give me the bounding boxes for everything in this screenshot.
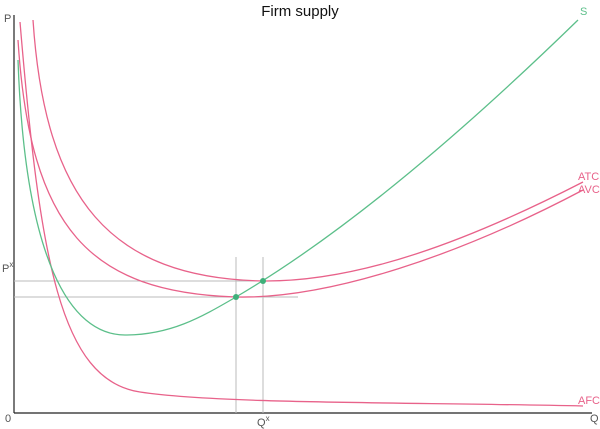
title: Firm supply: [261, 3, 339, 20]
curve-label: ATC: [578, 171, 599, 183]
curve-label: AVC: [578, 184, 600, 196]
quantity-label: Qx: [257, 414, 270, 429]
price-base: P: [2, 263, 9, 275]
avc-curve: [17, 39, 584, 298]
price-sup: x: [9, 260, 13, 269]
intersection-point: [260, 278, 266, 284]
curve-label: S: [580, 6, 587, 18]
curve-label: AFC: [578, 395, 600, 407]
origin-label: 0: [5, 413, 11, 425]
quantity-base: Q: [257, 417, 266, 429]
afc-curve: [19, 21, 584, 407]
intersection-point: [233, 294, 239, 300]
quantity-sup: x: [266, 414, 270, 423]
x-axis-label: Q: [590, 413, 599, 425]
price-label: Px: [2, 260, 13, 275]
atc-curve: [32, 19, 584, 282]
supply-curve: [17, 19, 579, 336]
y-axis-label: P: [4, 13, 11, 25]
